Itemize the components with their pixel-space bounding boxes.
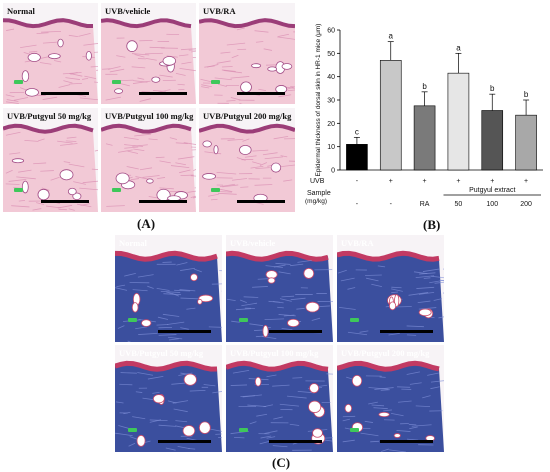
he-label: Normal (7, 6, 35, 16)
he-epidermis-marker (112, 188, 122, 192)
y-tick-label: 50 (327, 51, 335, 58)
figure-label-b: (B) (423, 217, 441, 232)
he-label: UVB/RA (203, 6, 236, 16)
he-image-4: UVB/Putgyul 50 mg/kg (3, 108, 98, 212)
uvb-row-label: UVB (310, 178, 325, 185)
mt-epidermis-marker (349, 428, 359, 432)
epidermal-thickness-chart: 0 10 20 30 40 50 60 Epidermal thickness of dors… (305, 24, 543, 208)
mt-scale-bar (379, 330, 434, 333)
sample-row-label: Sample (307, 190, 331, 197)
he-label: UVB/Putgyul 200 mg/kg (203, 111, 292, 121)
he-image-6: UVB/Putgyul 200 mg/kg (199, 108, 295, 212)
significance-letter: c (355, 127, 359, 136)
he-epidermis-marker (210, 80, 220, 84)
uvb-mark: + (389, 178, 393, 185)
y-tick-label: 20 (327, 121, 335, 128)
mt-image-6: UVB/Putgyul 200 mg/kg (337, 345, 444, 452)
y-axis-label: Epidermal thickness of dorsal skin in HR… (315, 24, 322, 177)
he-image-5: UVB/Putgyul 100 mg/kg (101, 108, 196, 212)
uvb-mark: + (423, 178, 427, 185)
mt-epidermis-marker (127, 428, 137, 432)
significance-letter: b (422, 82, 427, 91)
bar (447, 72, 470, 171)
he-label: UVB/Putgyul 100 mg/kg (105, 111, 194, 121)
mt-label: UVB/Putgyul 200 mg/kg (341, 348, 430, 358)
sample-mark: 50 (455, 201, 463, 208)
he-scale-bar (41, 92, 89, 95)
sample-mark: 100 (486, 201, 498, 208)
sample-mark: - (356, 201, 359, 208)
mt-epidermis-marker (127, 318, 137, 322)
bar (346, 144, 368, 171)
sample-mark: - (390, 201, 393, 208)
putgyul-extract-label: Putgyul extract (469, 187, 515, 194)
mt-scale-bar (157, 330, 212, 333)
mt-image-4: UVB/Putgyul 50 mg/kg (115, 345, 222, 452)
y-tick-label: 40 (327, 74, 335, 81)
he-label: UVB/vehicle (105, 6, 151, 16)
he-epidermis-marker (14, 80, 24, 84)
mt-label: Normal (119, 238, 147, 248)
figure-label-a: (A) (137, 216, 156, 231)
significance-letter: a (389, 32, 394, 41)
mt-label: UVB/RA (341, 238, 374, 248)
uvb-mark: + (524, 178, 528, 185)
sample-row-label-units: (mg/kg) (305, 198, 327, 205)
bar (515, 114, 537, 171)
significance-letter: a (456, 43, 461, 52)
he-image-1: Normal (3, 3, 98, 104)
significance-letter: b (490, 84, 495, 93)
he-scale-bar (139, 92, 187, 95)
sample-mark: 200 (520, 201, 532, 208)
bar (413, 105, 436, 171)
y-tick-label: 30 (327, 98, 335, 105)
uvb-mark: + (490, 178, 494, 185)
he-scale-bar (237, 200, 286, 203)
mt-epidermis-marker (238, 318, 248, 322)
he-epidermis-marker (112, 80, 122, 84)
significance-letter: b (524, 90, 529, 99)
he-label: UVB/Putgyul 50 mg/kg (7, 111, 92, 121)
uvb-mark: - (356, 178, 359, 185)
he-scale-bar (41, 200, 89, 203)
he-epidermis-marker (14, 188, 24, 192)
he-epidermis-marker (210, 188, 220, 192)
mt-epidermis-marker (349, 318, 359, 322)
figure-label-c: (C) (272, 455, 291, 470)
he-scale-bar (139, 200, 187, 203)
mt-image-2: UVB/vehicle (226, 235, 333, 342)
mt-image-1: Normal (115, 235, 222, 342)
mt-epidermis-marker (238, 428, 248, 432)
mt-scale-bar (379, 440, 434, 443)
bar (379, 60, 402, 171)
mt-scale-bar (268, 440, 323, 443)
mt-label: UVB/Putgyul 100 mg/kg (230, 348, 319, 358)
mt-image-5: UVB/Putgyul 100 mg/kg (226, 345, 333, 452)
he-image-2: UVB/vehicle (101, 3, 196, 104)
mt-scale-bar (157, 440, 212, 443)
y-tick-label: 0 (331, 168, 335, 175)
bar (481, 110, 504, 171)
uvb-mark: + (456, 178, 460, 185)
sample-mark: RA (420, 201, 430, 208)
mt-label: UVB/vehicle (230, 238, 276, 248)
he-scale-bar (237, 92, 286, 95)
y-tick-label: 10 (327, 144, 335, 151)
mt-image-3: UVB/RA (337, 235, 444, 342)
mt-label: UVB/Putgyul 50 mg/kg (119, 348, 204, 358)
y-tick-label: 60 (327, 28, 335, 35)
mt-scale-bar (268, 330, 323, 333)
he-image-3: UVB/RA (199, 3, 295, 104)
